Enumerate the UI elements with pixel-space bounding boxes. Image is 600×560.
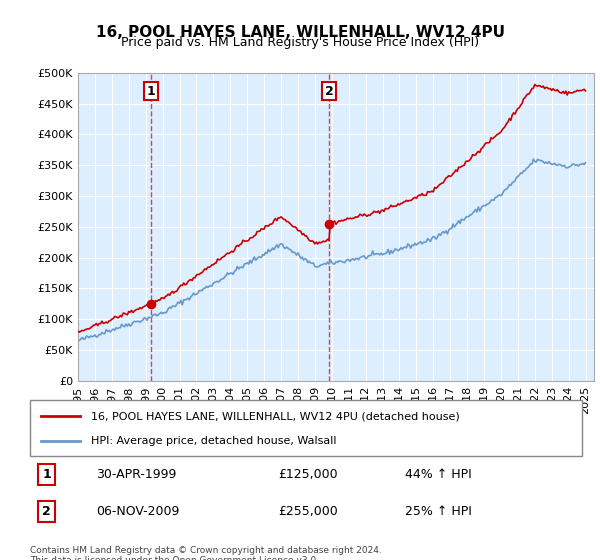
- Text: 1: 1: [42, 468, 51, 481]
- Text: £255,000: £255,000: [278, 505, 338, 518]
- Text: 30-APR-1999: 30-APR-1999: [96, 468, 176, 481]
- Text: 16, POOL HAYES LANE, WILLENHALL, WV12 4PU: 16, POOL HAYES LANE, WILLENHALL, WV12 4P…: [95, 25, 505, 40]
- Text: 25% ↑ HPI: 25% ↑ HPI: [406, 505, 472, 518]
- FancyBboxPatch shape: [30, 400, 582, 456]
- Text: 16, POOL HAYES LANE, WILLENHALL, WV12 4PU (detached house): 16, POOL HAYES LANE, WILLENHALL, WV12 4P…: [91, 411, 460, 421]
- Text: 06-NOV-2009: 06-NOV-2009: [96, 505, 179, 518]
- Text: 2: 2: [325, 85, 334, 98]
- Text: HPI: Average price, detached house, Walsall: HPI: Average price, detached house, Wals…: [91, 436, 336, 446]
- Text: £125,000: £125,000: [278, 468, 338, 481]
- Text: Price paid vs. HM Land Registry's House Price Index (HPI): Price paid vs. HM Land Registry's House …: [121, 36, 479, 49]
- Text: 2: 2: [42, 505, 51, 518]
- Text: 1: 1: [147, 85, 155, 98]
- Text: Contains HM Land Registry data © Crown copyright and database right 2024.
This d: Contains HM Land Registry data © Crown c…: [30, 546, 382, 560]
- Text: 44% ↑ HPI: 44% ↑ HPI: [406, 468, 472, 481]
